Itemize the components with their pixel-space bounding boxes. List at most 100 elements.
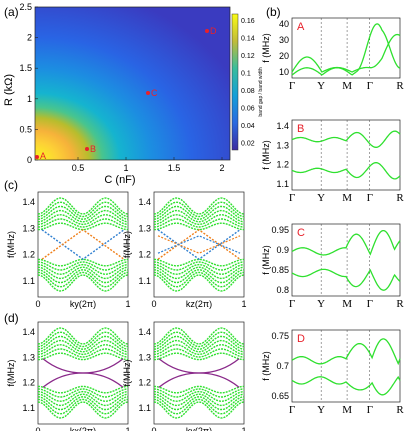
- kpath-label: R: [396, 80, 404, 92]
- x-tick-label: 0: [151, 299, 156, 309]
- kpath-label: R: [396, 404, 404, 416]
- kpath-label: M: [342, 404, 352, 416]
- edge-state-orange: [157, 235, 241, 254]
- point-a-marker: A: [35, 151, 46, 161]
- x-tick-label: 1: [125, 299, 130, 309]
- y-tick-label: 1.5: [19, 63, 32, 73]
- bulk-band-upper: [37, 348, 129, 358]
- band-y-tick-label: 0.75: [271, 331, 289, 341]
- x-tick-label: 1.5: [168, 163, 181, 173]
- kpath-label: Γ: [289, 80, 295, 92]
- colorbar-tick-label: 0.16: [241, 18, 255, 25]
- band-curve: [291, 229, 401, 256]
- y-tick-label: 1.4: [138, 327, 151, 337]
- y-axis-label: f(MHz): [6, 360, 16, 387]
- band-y-tick-label: 0.7: [276, 361, 289, 371]
- y-tick-label: 2.5: [19, 2, 32, 12]
- bulk-band-lower: [153, 263, 245, 275]
- bulk-band-lower: [37, 269, 129, 284]
- colorbar-tick-label: 0.08: [241, 88, 255, 95]
- bulk-band-lower: [153, 401, 245, 419]
- bulk-band-upper: [153, 209, 245, 223]
- band-y-label: f (MHz): [261, 140, 271, 170]
- kpath-label: M: [342, 298, 352, 310]
- edge-state-blue: [157, 235, 241, 254]
- colorbar-tick-label: 0.04: [241, 123, 255, 130]
- y-axis-label: f(MHz): [6, 231, 16, 258]
- band-structure-panels: 40 30 20 10 f (MHz) A Γ Y M Γ R 1.4 1.3 1.2 1.1 f (MHz)…: [261, 17, 404, 416]
- bulk-band-lower: [37, 261, 129, 271]
- projected-band-panels: 1.41.31.21.100.51ky(2π)f(MHz)1.41.31.21.…: [6, 191, 247, 431]
- bulk-band-upper: [153, 335, 245, 350]
- band-y-tick-label: 1.2: [276, 160, 289, 170]
- d-panel-kx: 1.41.31.21.100.51kx(2π)f(MHz): [6, 321, 131, 431]
- bulk-band-lower: [37, 274, 129, 292]
- bulk-band-upper: [153, 344, 245, 356]
- band-y-label: f (MHz): [261, 33, 271, 63]
- bulk-band-lower: [153, 398, 245, 415]
- band-y-tick-label: 0.85: [271, 265, 289, 275]
- band-curve: [291, 338, 401, 366]
- band-panel-d: 0.75 0.7 0.65f (MHz) D Γ Y M Γ R: [261, 329, 404, 416]
- bulk-band-upper: [153, 205, 245, 220]
- panel-frame: [153, 321, 245, 425]
- heatmap-y-label: R (kΩ): [3, 74, 15, 106]
- kpath-label: Y: [317, 404, 325, 416]
- x-axis-label: ky(2π): [70, 299, 96, 309]
- heatmap-panel: 00.511.522.5 0.5 1 1.5 2 C (nF) R (kΩ) A B …: [3, 2, 264, 186]
- bulk-band-upper: [153, 222, 245, 231]
- x-tick-label: 1: [241, 299, 246, 309]
- y-axis-label: f(MHz): [122, 360, 132, 387]
- bulk-band-upper: [153, 348, 245, 358]
- bulk-band-upper: [153, 352, 245, 361]
- kpath-label: Y: [317, 298, 325, 310]
- kpath-label: Γ: [367, 192, 373, 204]
- bulk-band-upper: [153, 197, 245, 215]
- y-tick-label: 1.4: [22, 327, 35, 337]
- x-tick-label: 1: [123, 163, 128, 173]
- band-panel-c: 0.95 0.9 0.85 0.8 f (MHz) C Γ Y M Γ R: [261, 223, 404, 310]
- bulk-band-lower: [153, 261, 245, 271]
- bulk-band-upper: [37, 335, 129, 350]
- colorbar-tick-label: 0.1: [241, 71, 251, 78]
- heatmap-y-ticks: 0 0.5 1 1.5 2 2.5: [19, 2, 38, 165]
- band-y-tick-label: 0.95: [271, 225, 289, 235]
- colorbar-tick-label: 0.14: [241, 36, 255, 43]
- bulk-band-lower: [37, 390, 129, 402]
- bulk-band-lower: [37, 258, 129, 267]
- kpath-label: Γ: [289, 192, 295, 204]
- bulk-band-lower: [37, 396, 129, 411]
- bulk-band-upper: [37, 339, 129, 353]
- kpath-label: Γ: [289, 298, 295, 310]
- c-panel-kz: 1.41.31.21.100.51kz(2π)f(MHz): [122, 191, 247, 309]
- x-tick-label: 2: [219, 163, 224, 173]
- bulk-band-upper: [37, 331, 129, 348]
- x-tick-label: 0: [151, 426, 156, 431]
- bulk-band-upper: [153, 339, 245, 353]
- point-b-label: B: [90, 144, 96, 154]
- y-tick-label: 1.1: [22, 403, 35, 413]
- point-c-marker: C: [146, 88, 158, 98]
- heatmap-x-label: C (nF): [104, 174, 135, 186]
- band-y-tick-label: 20: [279, 51, 289, 61]
- x-tick-label: 0: [35, 299, 40, 309]
- bulk-band-lower: [37, 385, 129, 394]
- panel-frame: [291, 223, 401, 297]
- y-axis-label: f(MHz): [122, 231, 132, 258]
- y-tick-label: 0.5: [19, 124, 32, 134]
- band-y-tick-label: 30: [279, 35, 289, 45]
- band-curve: [291, 130, 401, 148]
- bulk-band-upper: [153, 214, 245, 226]
- bulk-band-lower: [37, 401, 129, 419]
- edge-state-blue: [41, 229, 125, 261]
- point-d-marker: D: [205, 26, 217, 36]
- colorbar-label: band gap / band width: [258, 67, 264, 116]
- x-tick-label: 1: [125, 426, 130, 431]
- x-tick-label: 1: [241, 426, 246, 431]
- y-tick-label: 1.1: [138, 403, 151, 413]
- bulk-band-lower: [37, 393, 129, 407]
- y-tick-label: 1.4: [22, 197, 35, 207]
- edge-state: [42, 358, 124, 388]
- panel-frame: [37, 191, 129, 298]
